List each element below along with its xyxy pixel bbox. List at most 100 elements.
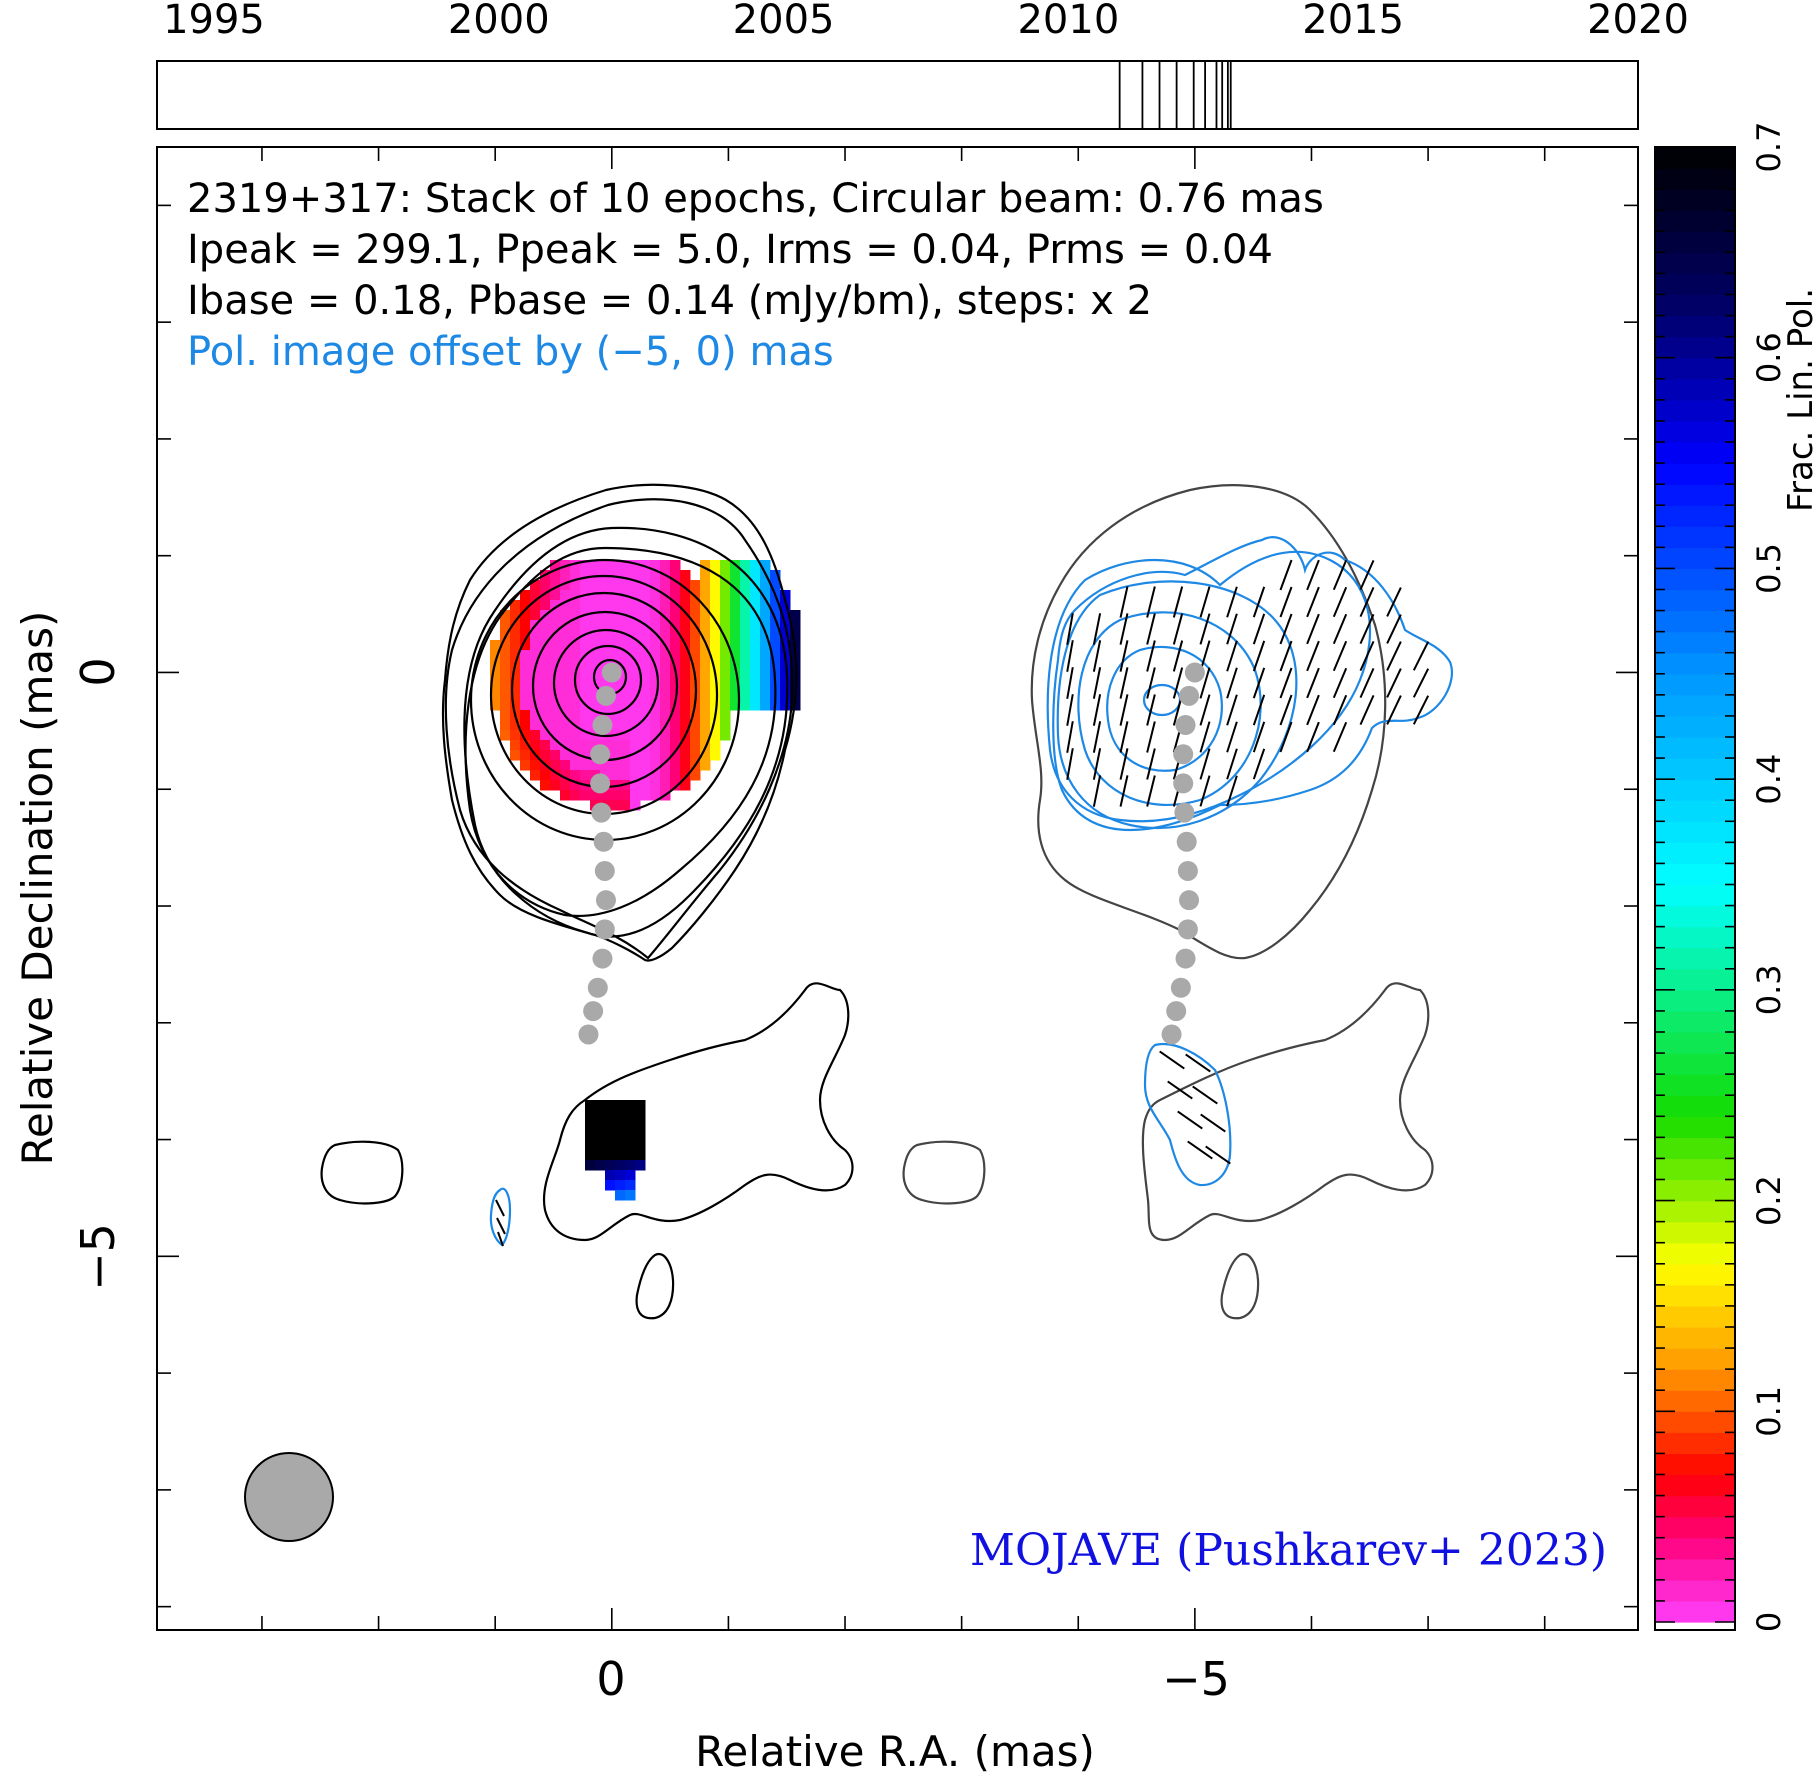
fpol-pixel: [620, 750, 631, 761]
fpol-pixel: [635, 1120, 646, 1131]
fpol-pixel: [615, 1140, 626, 1151]
fpol-pixel: [740, 680, 751, 691]
fpol-pixel: [580, 790, 591, 801]
colorbar-band: [1655, 210, 1735, 232]
fpol-pixel: [510, 670, 521, 681]
fpol-pixel: [530, 680, 541, 691]
fpol-pixel: [720, 600, 731, 611]
fpol-pixel: [590, 670, 601, 681]
fpol-pixel: [540, 740, 551, 751]
evpa-stick: [1192, 1085, 1218, 1105]
colorbar-band: [1655, 1390, 1735, 1412]
fpol-pixel: [670, 770, 681, 781]
fpol-pixel: [540, 630, 551, 641]
fpol-pixel: [530, 710, 541, 721]
fpol-pixel: [760, 700, 771, 711]
fpol-pixel: [635, 1100, 646, 1111]
evpa-stick: [1167, 1080, 1193, 1100]
fpol-pixel: [710, 580, 721, 591]
fpol-pixel: [680, 780, 691, 791]
fpol-pixel: [670, 710, 681, 721]
fpol-pixel: [710, 740, 721, 751]
fpol-pixel: [635, 1130, 646, 1141]
fpol-pixel: [600, 610, 611, 621]
fpol-pixel: [740, 600, 751, 611]
fpol-pixel: [510, 740, 521, 751]
fpol-pixel: [680, 740, 691, 751]
fpol-pixel: [560, 790, 571, 801]
fpol-pixel: [720, 590, 731, 601]
fpol-pixel: [590, 620, 601, 631]
colorbar-band: [1655, 484, 1735, 506]
ridge-point: [601, 662, 622, 683]
fpol-pixel: [720, 650, 731, 661]
fpol-pixel: [670, 620, 681, 631]
colorbar-tick-label: 0.3: [1750, 964, 1788, 1015]
fpol-pixel: [690, 720, 701, 731]
colorbar-band: [1655, 294, 1735, 317]
fpol-pixel: [780, 690, 791, 701]
fpol-pixel: [640, 640, 651, 651]
fpol-pixel: [625, 1130, 636, 1141]
fpol-pixel: [710, 690, 721, 701]
fpol-pixel: [680, 760, 691, 771]
evpa-stick: [1199, 694, 1211, 726]
fpol-pixel: [585, 1160, 596, 1171]
evpa-stick: [1092, 748, 1102, 780]
colorbar-band: [1655, 442, 1735, 464]
fpol-pixel: [690, 730, 701, 741]
fpol-pixel: [680, 580, 691, 591]
evpa-stick: [1412, 668, 1430, 698]
fpol-pixel: [570, 750, 581, 761]
fpol-pixel: [670, 570, 681, 581]
ridge-point: [1184, 662, 1205, 683]
fpol-pixel: [760, 650, 771, 661]
fpol-pixel: [700, 660, 711, 671]
fpol-pixel: [720, 670, 731, 681]
fpol-pixel: [640, 650, 651, 661]
fpol-pixel: [650, 580, 661, 591]
fpol-pixel: [560, 770, 571, 781]
fpol-pixel: [720, 700, 731, 711]
evpa-stick: [1200, 1113, 1226, 1133]
fpol-pixel: [740, 580, 751, 591]
colorbar-band: [1655, 189, 1735, 211]
fpol-pixel: [550, 770, 561, 781]
fpol-pixel: [550, 590, 561, 601]
fpol-pixel: [580, 640, 591, 651]
evpa-stick: [1279, 667, 1293, 699]
fpol-pixel: [600, 560, 611, 571]
fpol-pixel: [660, 600, 671, 611]
fpol-pixel: [790, 620, 801, 631]
fpol-pixel: [610, 590, 621, 601]
fpol-pixel: [670, 780, 681, 791]
fpol-pixel: [770, 610, 781, 621]
fpol-pixel: [630, 570, 641, 581]
fpol-pixel: [720, 710, 731, 721]
polarization-island-left: [489, 1187, 512, 1247]
fpol-pixel: [680, 690, 691, 701]
evpa-stick: [1226, 775, 1238, 807]
fpol-pixel: [530, 670, 541, 681]
fpol-pixel: [490, 700, 501, 711]
fpol-pixel: [710, 560, 721, 571]
y-tick-label-minus5: −5: [71, 1223, 125, 1291]
colorbar-band: [1655, 526, 1735, 548]
fpol-pixel: [640, 570, 651, 581]
ridge-point: [1166, 1001, 1187, 1022]
fpol-pixel: [690, 660, 701, 671]
fpol-pixel: [720, 720, 731, 731]
fpol-pixel: [540, 650, 551, 661]
fpol-pixel: [605, 1150, 616, 1161]
fpol-pixel: [510, 600, 521, 611]
fpol-pixel: [560, 680, 571, 691]
colorbar-band: [1655, 631, 1735, 654]
fpol-pixel: [650, 630, 661, 641]
evpa-stick: [1092, 775, 1102, 807]
restoring-beam: [244, 1452, 334, 1542]
colorbar-band: [1655, 1032, 1735, 1054]
fpol-pixel: [580, 580, 591, 591]
evpa-stick: [1119, 748, 1129, 780]
fpol-pixel: [780, 610, 791, 621]
fpol-pixel: [680, 670, 691, 681]
